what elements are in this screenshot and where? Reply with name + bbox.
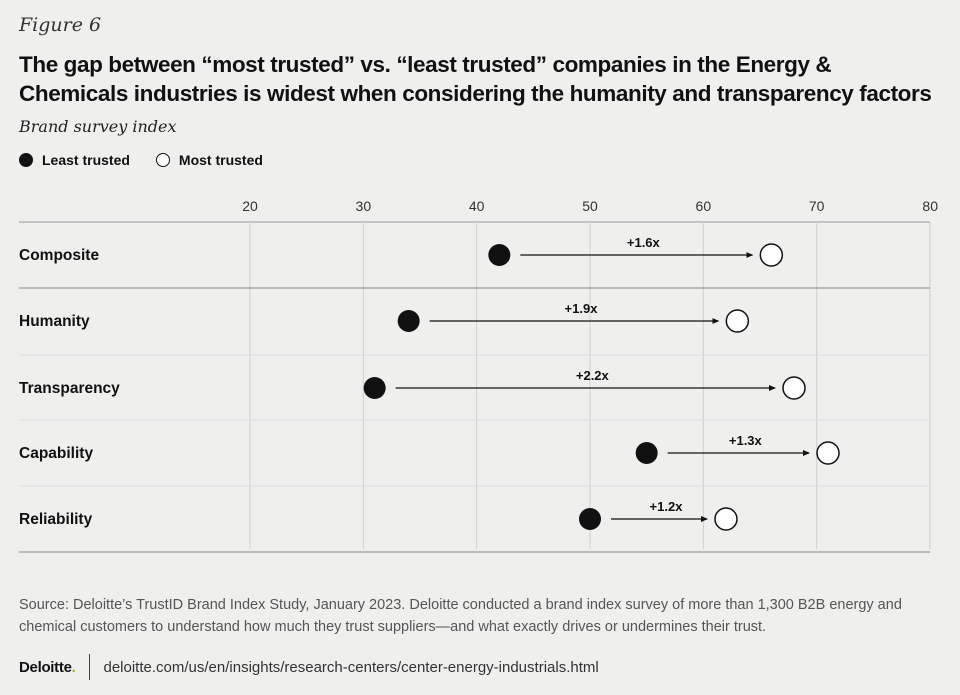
gap-label: +1.6x [627, 235, 661, 250]
category-label: Humanity [19, 313, 90, 330]
legend: Least trusted Most trusted [19, 152, 289, 168]
most-trusted-point [759, 243, 784, 267]
footer: Deloitte. deloitte.com/us/en/insights/re… [19, 654, 599, 680]
chart-rows: Composite +1.6x Humanity +1.9x Transparency +… [19, 235, 840, 531]
dumbbell-chart: 20 30 40 50 60 70 80 Composite +1.6x Humanity +1.… [19, 198, 938, 553]
x-axis-ticks: 20 30 40 50 60 70 80 [242, 198, 938, 214]
logo-text: Deloitte [19, 658, 72, 676]
footer-url[interactable]: deloitte.com/us/en/insights/research-cen… [103, 658, 599, 676]
figure-label: Figure 6 [19, 14, 102, 36]
grid [19, 221, 931, 553]
most-trusted-point [714, 507, 738, 531]
legend-label-least: Least trusted [42, 152, 130, 168]
chart-title: The gap between “most trusted” vs. “leas… [19, 52, 932, 106]
source-note: Source: Deloitte’s TrustID Brand Index S… [19, 597, 902, 635]
category-label: Capability [19, 445, 93, 462]
row-reliability: Reliability +1.2x [19, 499, 738, 531]
x-tick-label: 40 [469, 198, 485, 214]
x-tick-label: 60 [696, 198, 712, 214]
legend-item-least: Least trusted [19, 152, 130, 168]
footer-divider [89, 654, 91, 680]
row-capability: Capability +1.3x [19, 433, 840, 465]
legend-item-most: Most trusted [155, 152, 263, 168]
row-transparency: Transparency +2.2x [19, 368, 806, 400]
deloitte-logo: Deloitte. [19, 658, 76, 676]
category-label: Transparency [19, 380, 120, 397]
x-tick-label: 70 [809, 198, 825, 214]
gap-label: +1.3x [729, 433, 763, 448]
least-trusted-point [397, 310, 420, 332]
open-circle-icon [155, 153, 170, 167]
most-trusted-point [725, 309, 750, 333]
logo-dot: . [71, 658, 76, 676]
filled-circle-icon [19, 153, 33, 167]
row-humanity: Humanity +1.9x [19, 301, 750, 333]
x-tick-label: 30 [356, 198, 372, 214]
least-trusted-point [635, 442, 658, 464]
most-trusted-point [782, 376, 806, 400]
row-composite: Composite +1.6x [19, 235, 784, 267]
x-tick-label: 50 [582, 198, 598, 214]
gap-label: +2.2x [576, 368, 610, 383]
gap-label: +1.2x [650, 499, 684, 514]
most-trusted-point [816, 441, 840, 465]
least-trusted-point [579, 508, 601, 530]
legend-label-most: Most trusted [178, 152, 263, 168]
least-trusted-point [363, 377, 386, 399]
gap-label: +1.9x [565, 301, 599, 316]
chart-subtitle: Brand survey index [19, 117, 177, 136]
x-tick-label: 80 [922, 198, 938, 214]
category-label: Composite [19, 247, 99, 264]
x-tick-label: 20 [242, 198, 258, 214]
category-label: Reliability [19, 511, 93, 528]
least-trusted-point [488, 244, 511, 266]
